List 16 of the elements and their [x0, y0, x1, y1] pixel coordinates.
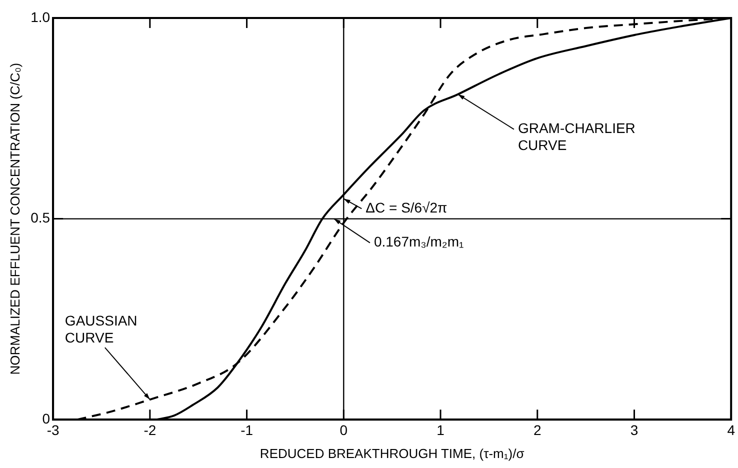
y-axis-title: NORMALIZED EFFLUENT CONCENTRATION (C/C₀) — [7, 62, 22, 375]
x-tick-label: 0 — [340, 422, 348, 438]
y-tick-label: 1.0 — [30, 8, 50, 25]
annotation: GAUSSIAN CURVE — [64, 312, 138, 346]
x-tick-label: -1 — [240, 422, 254, 438]
x-tick-label: -2 — [144, 422, 156, 438]
x-tick-label: 2 — [533, 422, 542, 438]
y-tick-label: 0 — [42, 410, 50, 426]
x-axis-title: REDUCED BREAKTHROUGH TIME, (τ-m₁)/σ — [260, 446, 524, 461]
x-tick-label: 1 — [436, 422, 445, 438]
annotation: 0.167m₃/m₂m₁ — [374, 234, 464, 250]
annotation: GRAM-CHARLIER CURVE — [518, 120, 636, 154]
x-tick-label: 3 — [630, 422, 638, 438]
y-tick-label: 0.5 — [30, 210, 50, 226]
x-tick-label: 4 — [727, 422, 736, 438]
annotation: ΔC = S/6√2π — [366, 200, 448, 216]
